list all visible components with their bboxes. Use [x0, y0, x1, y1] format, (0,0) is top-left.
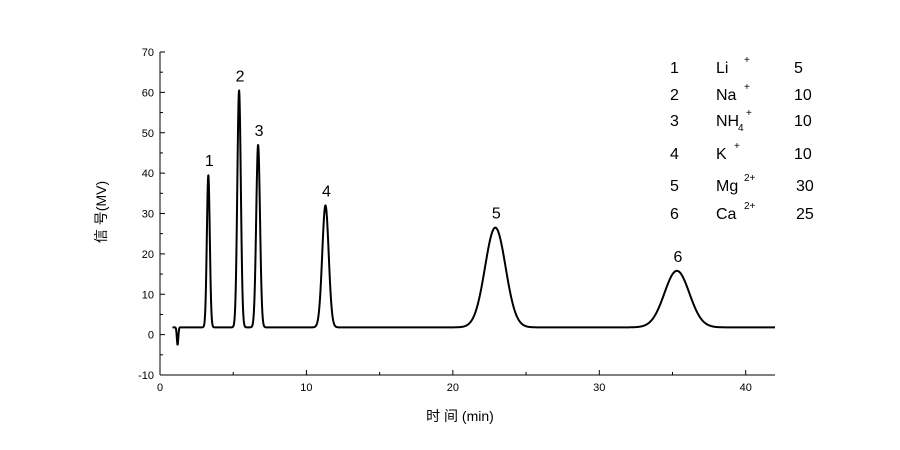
legend-subscript: 4 [738, 123, 744, 134]
legend-charge: + [744, 82, 750, 93]
y-tick-label: 30 [142, 209, 154, 221]
legend-number: 4 [670, 146, 679, 163]
peak-label: 2 [236, 68, 245, 85]
legend-value: 10 [794, 87, 812, 104]
x-tick-label: 10 [300, 382, 312, 394]
legend-charge: 2+ [744, 201, 756, 212]
legend-ion: Na [716, 87, 737, 104]
peak-labels: 1 2 3 4 5 6 [205, 68, 683, 265]
legend-row: 2 Na +10 [670, 82, 812, 104]
peak-label: 5 [492, 206, 501, 223]
peak-label: 6 [673, 249, 682, 266]
legend-number: 1 [670, 60, 679, 77]
x-tick-label: 30 [593, 382, 605, 394]
peak-label: 4 [322, 183, 331, 200]
y-tick-label: 10 [142, 289, 154, 301]
x-tick-label: 0 [157, 382, 163, 394]
x-axis-label: 时 间 (min) [426, 408, 494, 424]
legend-ion: Ca [716, 206, 737, 223]
y-tick-label: 60 [142, 87, 154, 99]
series-line [171, 89, 776, 346]
legend-row: 1 Li +5 [670, 55, 803, 77]
y-tick-label: 40 [142, 168, 154, 180]
legend-row: 4 K +10 [670, 141, 812, 163]
legend-row: 5 Mg 2+ 30 [670, 173, 814, 195]
legend-ion: K [716, 146, 727, 163]
legend-charge: + [734, 141, 740, 152]
legend-ion: NH [716, 113, 739, 130]
legend-number: 2 [670, 87, 679, 104]
peak-label: 1 [205, 153, 214, 170]
x-tick-label: 20 [447, 382, 459, 394]
legend-charge: 2+ [744, 173, 756, 184]
legend-row: 3 NH4+ 10 [670, 108, 812, 134]
legend-value: 25 [796, 206, 814, 223]
legend-row: 6 Ca 2+ 25 [670, 201, 814, 223]
y-tick-label: 70 [142, 47, 154, 59]
legend-charge: + [746, 108, 752, 119]
legend-ion: Mg [716, 178, 738, 195]
legend-ion: Li [716, 60, 728, 77]
x-tick-label: 40 [740, 382, 752, 394]
y-tick-label: -10 [138, 370, 154, 382]
y-axis-label: 信 号(MV) [93, 181, 109, 243]
legend-value: 10 [794, 113, 812, 130]
legend-value: 5 [794, 60, 803, 77]
legend-value: 30 [796, 178, 814, 195]
legend: 1 Li +52 Na +103 NH4+ 104 K +105 Mg 2+ 306 Ca 2+ 25 [670, 55, 814, 223]
legend-charge: + [744, 55, 750, 66]
legend-number: 5 [670, 178, 679, 195]
peak-label: 3 [255, 123, 264, 140]
legend-value: 10 [794, 146, 812, 163]
y-tick-label: 0 [148, 330, 154, 342]
legend-number: 3 [670, 113, 679, 130]
y-tick-label: 50 [142, 128, 154, 140]
legend-number: 6 [670, 206, 679, 223]
y-tick-label: 20 [142, 249, 154, 261]
